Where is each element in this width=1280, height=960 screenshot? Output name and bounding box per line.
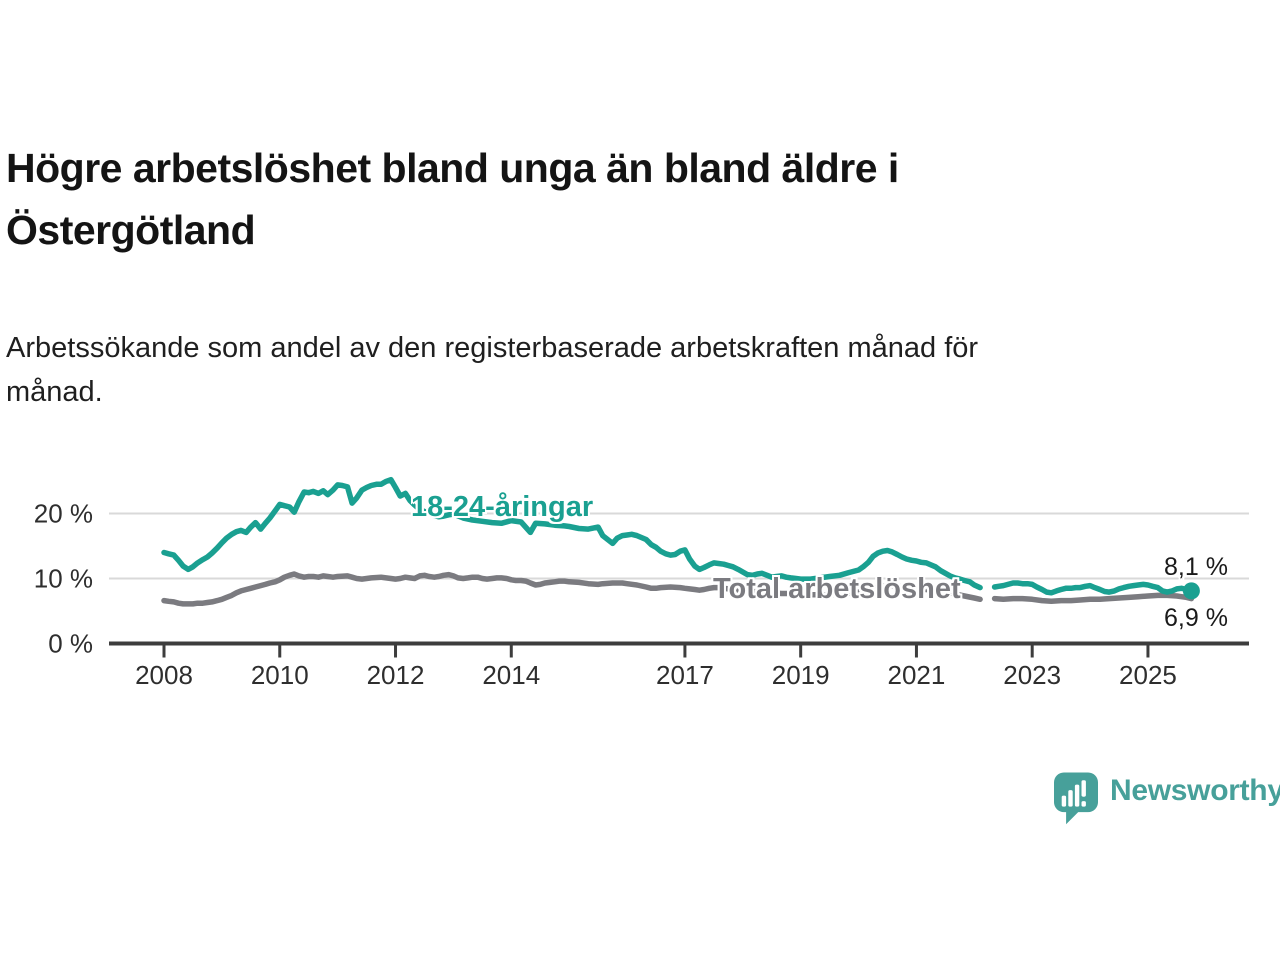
end-value-label-total: 6,9 % xyxy=(1164,604,1228,632)
newsworthy-logo[interactable]: Newsworthy xyxy=(1054,772,1280,828)
series-label-18-24-aringar: 18-24-åringar xyxy=(411,491,594,523)
chart-subtitle: Arbetssökande som andel av den registerb… xyxy=(6,326,1206,415)
bar-3 xyxy=(1074,784,1080,807)
series-line-youth-segment-1 xyxy=(161,476,983,591)
x-tick-label-2010: 2010 xyxy=(251,660,309,690)
chart-subtitle-line-1: Arbetssökande som andel av den registerb… xyxy=(6,332,979,364)
series-line-youth-segment-2 xyxy=(991,580,1195,596)
x-tick-label-2012: 2012 xyxy=(367,660,425,690)
exclamation-dot xyxy=(1081,801,1086,807)
page-title-line-1: Högre arbetslöshet bland unga än bland ä… xyxy=(6,145,899,191)
x-tick-label-2014: 2014 xyxy=(482,660,540,690)
x-tick-label-2025: 2025 xyxy=(1119,660,1177,690)
x-tick-label-2008: 2008 xyxy=(135,660,193,690)
bar-1 xyxy=(1061,795,1067,807)
x-tick-label-2017: 2017 xyxy=(656,660,714,690)
y-tick-label-20: 20 % xyxy=(34,499,93,529)
chart-subtitle-line-2: månad. xyxy=(6,376,103,409)
series-line-total-segment-1 xyxy=(161,571,983,607)
y-tick-label-0: 0 % xyxy=(48,629,93,659)
exclamation-bar xyxy=(1081,780,1086,797)
series-label-total-arbetsloshet: Total arbetslöshet xyxy=(713,573,961,605)
series-line-total-segment-2 xyxy=(991,592,1195,605)
page-title-line-2: Östergötland xyxy=(6,206,256,253)
y-tick-label-10: 10 % xyxy=(34,564,93,594)
end-value-label-18-24: 8,1 % xyxy=(1164,553,1228,581)
bar-2 xyxy=(1068,790,1073,807)
x-tick-label-2021: 2021 xyxy=(888,660,946,690)
x-tick-label-2019: 2019 xyxy=(772,660,830,690)
newsworthy-logo-text: Newsworthy xyxy=(1110,774,1280,807)
page-title: Högre arbetslöshet bland unga än bland ä… xyxy=(6,138,1126,261)
latest-value-dot xyxy=(1182,582,1200,600)
x-tick-label-2023: 2023 xyxy=(1003,660,1061,690)
newsworthy-logo-icon xyxy=(1054,772,1098,828)
